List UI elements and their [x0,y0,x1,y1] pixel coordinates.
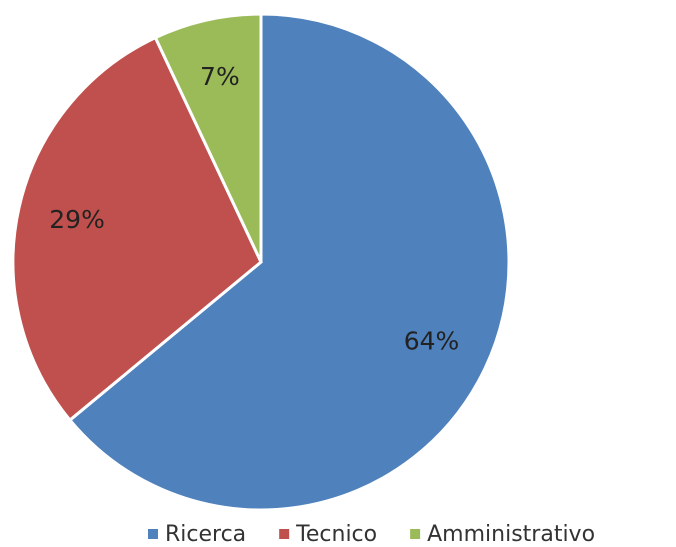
data-label: 29% [49,205,105,234]
legend-label: Ricerca [165,522,246,547]
legend-swatch [148,529,158,539]
pie-slice [67,12,511,512]
legend-label: Tecnico [295,522,377,547]
pie-slice [153,12,263,263]
legend-swatch [410,529,421,539]
data-label: 7% [200,62,240,91]
legend-label: Amministrativo [427,522,595,547]
data-label: 64% [404,326,460,355]
legend-swatch [279,529,290,539]
